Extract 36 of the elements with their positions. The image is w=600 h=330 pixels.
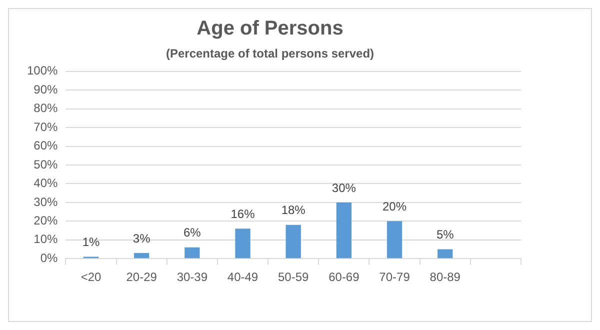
x-tick-label: 30-39 [176, 270, 208, 284]
data-label: 20% [382, 199, 407, 214]
bar [336, 202, 352, 258]
x-tick-label: 40-49 [227, 270, 258, 284]
data-label: 6% [183, 226, 202, 240]
y-tick-label: 10% [34, 232, 58, 246]
y-tick-label: 100% [26, 64, 58, 78]
x-tick-label: 50-59 [278, 270, 310, 284]
data-label: 16% [230, 206, 256, 221]
x-tick-label: 70-79 [379, 270, 410, 284]
bar [438, 249, 453, 258]
data-label: 18% [281, 203, 306, 218]
data-label: 30% [332, 180, 356, 195]
data-label: 3% [132, 231, 151, 246]
data-label: 1% [82, 235, 100, 250]
y-tick-label: 60% [34, 138, 58, 153]
data-label: 5% [436, 228, 454, 242]
bar [286, 224, 301, 258]
x-tick-label: 80-89 [430, 270, 461, 284]
y-tick-label: 40% [34, 176, 58, 190]
y-tick-label: 80% [34, 101, 58, 116]
x-tick-label: 20-29 [126, 270, 158, 284]
y-tick-label: 20% [34, 213, 58, 228]
bar [134, 252, 150, 258]
y-tick-label: 0% [40, 250, 58, 265]
bar [386, 221, 402, 258]
chart-subtitle: (Percentage of total persons served) [166, 46, 374, 61]
y-tick-label: 30% [34, 194, 58, 209]
y-tick-label: 50% [34, 157, 58, 172]
x-tick-label: <20 [80, 270, 102, 284]
bar [184, 247, 200, 258]
bar [235, 228, 250, 258]
chart-title: Age of Persons [196, 18, 344, 40]
y-tick-label: 70% [34, 120, 58, 134]
y-tick-label: 90% [34, 82, 58, 96]
x-tick-label: 60-69 [328, 270, 360, 284]
